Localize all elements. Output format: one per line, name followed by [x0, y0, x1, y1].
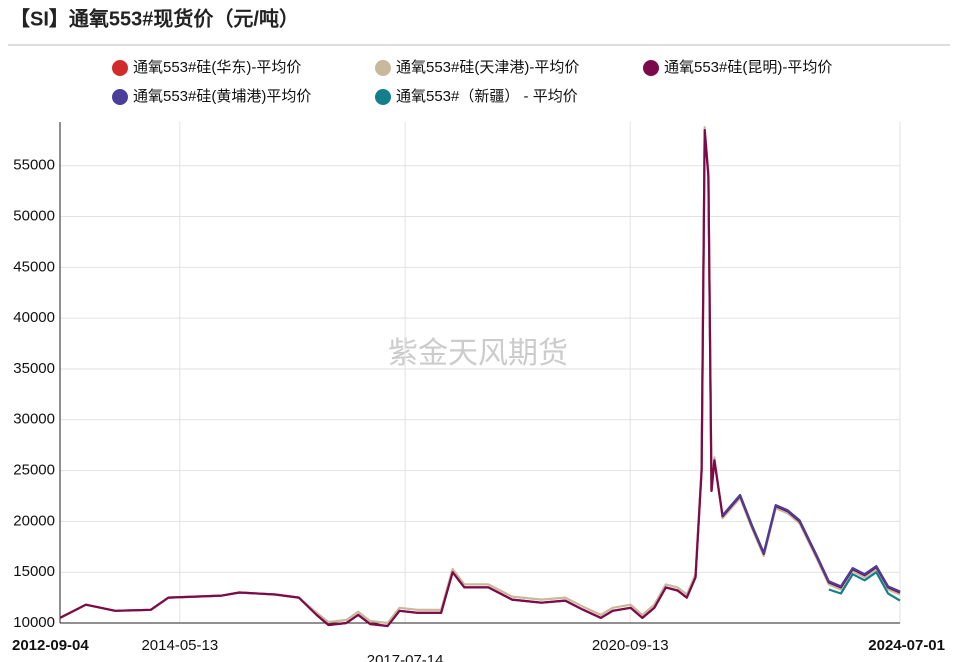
y-tick-label: 20000: [13, 512, 55, 529]
series-line: [59, 129, 901, 628]
watermark: 紫金天风期货: [388, 337, 568, 370]
series-line: [59, 126, 901, 625]
y-tick-label: 25000: [13, 462, 55, 479]
legend-label: 通氧553#（新疆） - 平均价: [396, 88, 578, 105]
legend-label: 通氧553#硅(黄埔港)平均价: [133, 88, 311, 105]
legend-swatch: [112, 60, 128, 76]
y-tick-label: 15000: [13, 563, 55, 580]
x-tick-label: 2024-07-01: [868, 637, 945, 654]
legend-swatch: [375, 60, 391, 76]
series-line: [721, 493, 901, 593]
y-tick-label: 55000: [13, 157, 55, 174]
y-tick-label: 10000: [13, 614, 55, 631]
legend-label: 通氧553#硅(华东)-平均价: [133, 59, 301, 76]
legend-swatch: [112, 89, 128, 105]
legend-label: 通氧553#硅(昆明)-平均价: [664, 59, 832, 76]
legend-label: 通氧553#硅(天津港)-平均价: [396, 59, 579, 76]
x-tick-label: 2014-05-13: [141, 637, 218, 654]
y-tick-label: 30000: [13, 411, 55, 428]
y-tick-label: 35000: [13, 360, 55, 377]
series-line: [828, 571, 901, 602]
series-line: [59, 129, 901, 628]
chart-title: 【SI】通氧553#现货价（元/吨）: [10, 6, 299, 30]
x-tick-label: 2012-09-04: [12, 637, 89, 654]
y-tick-label: 45000: [13, 258, 55, 275]
y-tick-label: 40000: [13, 309, 55, 326]
legend-swatch: [643, 60, 659, 76]
legend-swatch: [375, 89, 391, 105]
y-tick-label: 50000: [13, 207, 55, 224]
x-tick-label: 2017-07-14: [367, 652, 444, 662]
x-tick-label: 2020-09-13: [592, 637, 669, 654]
